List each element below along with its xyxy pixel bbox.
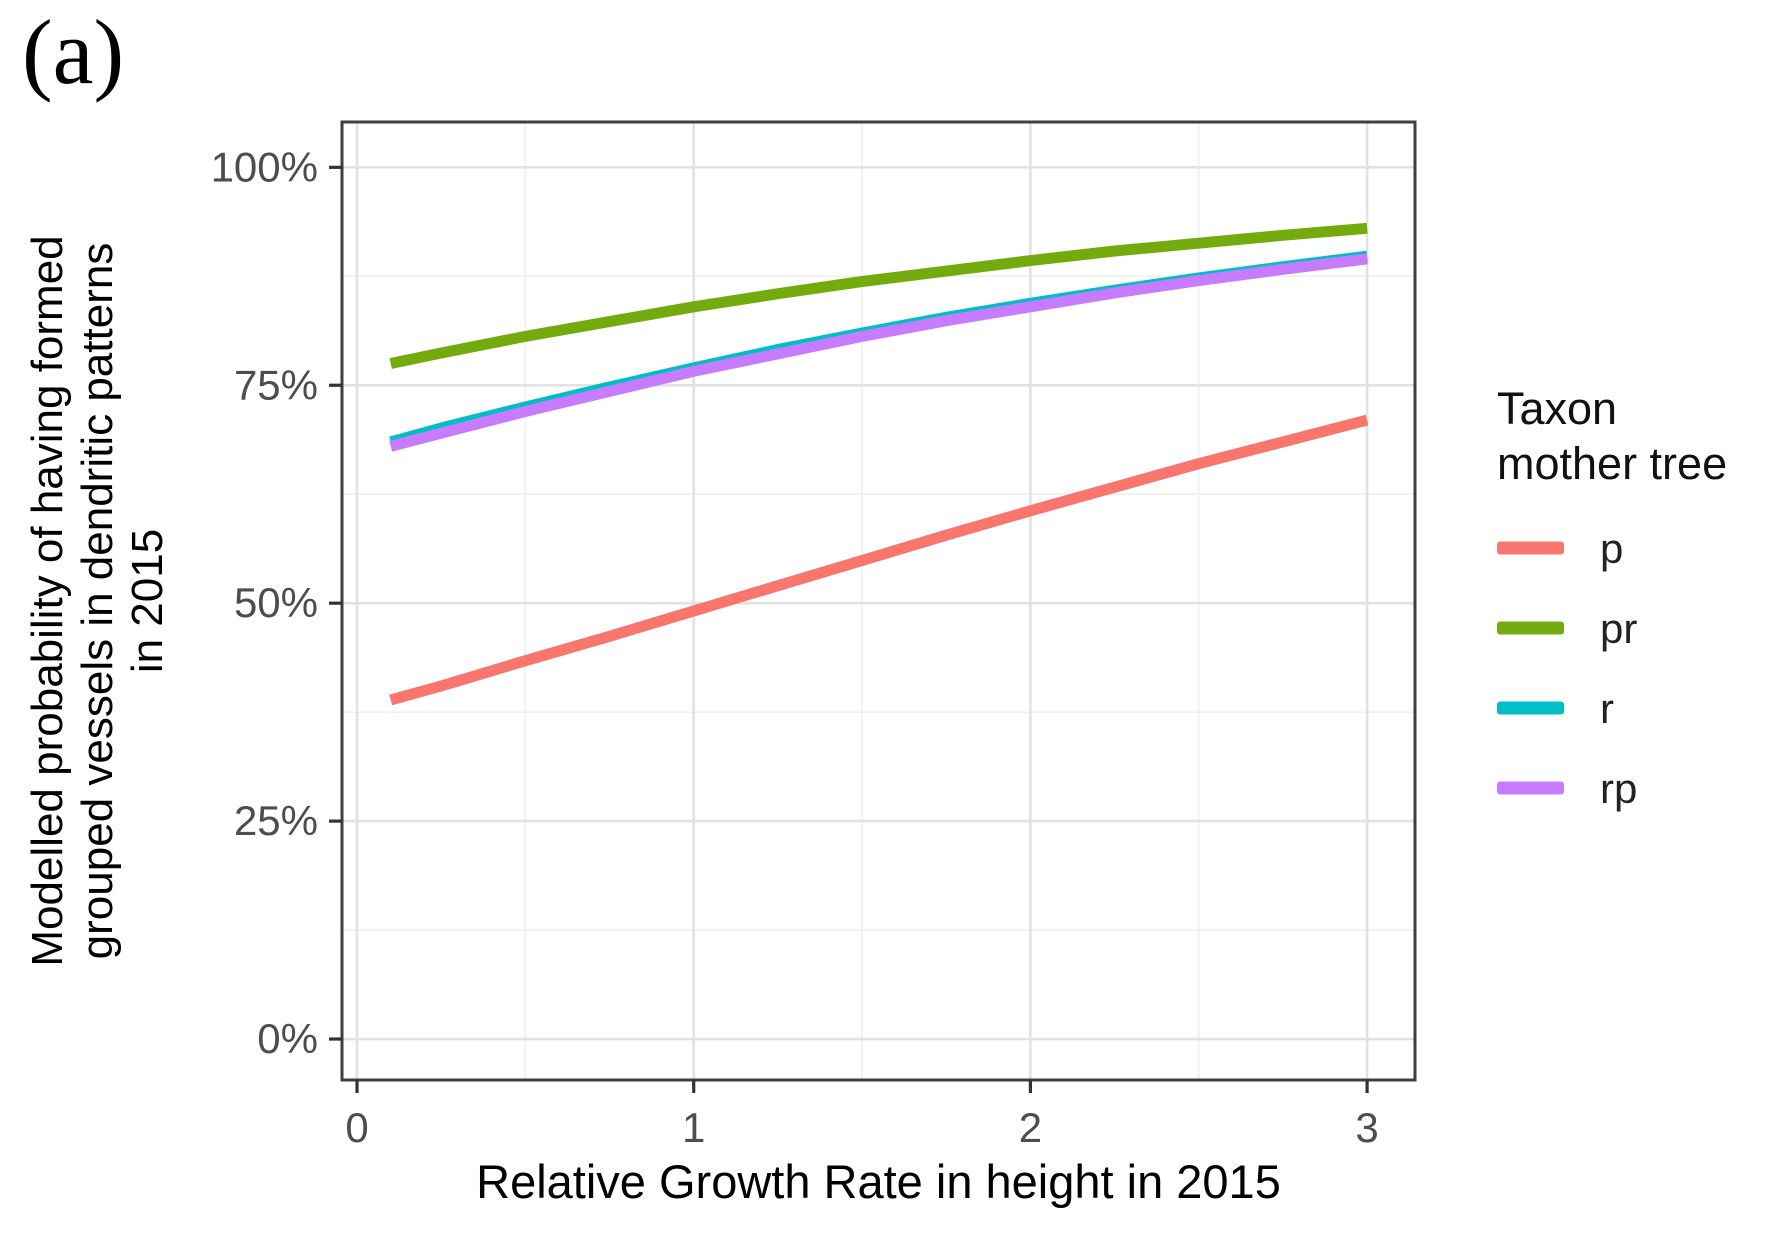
legend-key-rp [1497, 781, 1564, 795]
series-line-pr [389, 222, 1368, 369]
legend-key-pr [1497, 621, 1564, 635]
legend-key-p [1497, 541, 1564, 555]
y-axis-tick-label: 25% [234, 797, 318, 844]
y-axis-tick-label: 100% [211, 143, 318, 190]
legend-label-r: r [1600, 685, 1614, 732]
y-axis-tick-label: 0% [257, 1015, 318, 1062]
plot-panel-border [340, 120, 1417, 1082]
legend-title: Taxon mother tree [1497, 383, 1727, 489]
x-axis-tick-label: 3 [1355, 1104, 1378, 1151]
legend-key-r [1497, 701, 1564, 715]
x-axis-tick-label: 0 [345, 1104, 368, 1151]
legend-label-rp: rp [1600, 765, 1637, 812]
figure-panel-label: (a) [22, 1, 125, 103]
legend-label-pr: pr [1600, 605, 1637, 652]
x-axis-title: Relative Growth Rate in height in 2015 [476, 1155, 1281, 1208]
legend-label-p: p [1600, 525, 1623, 572]
x-axis-tick-label: 1 [682, 1104, 705, 1151]
series-line-p [389, 414, 1369, 706]
x-axis-tick-label: 2 [1019, 1104, 1042, 1151]
y-axis-title: Modelled probability of having formedgro… [23, 235, 172, 966]
series-line-rp [389, 253, 1368, 452]
y-axis-tick-label: 75% [234, 361, 318, 408]
y-axis-tick-label: 50% [234, 579, 318, 626]
